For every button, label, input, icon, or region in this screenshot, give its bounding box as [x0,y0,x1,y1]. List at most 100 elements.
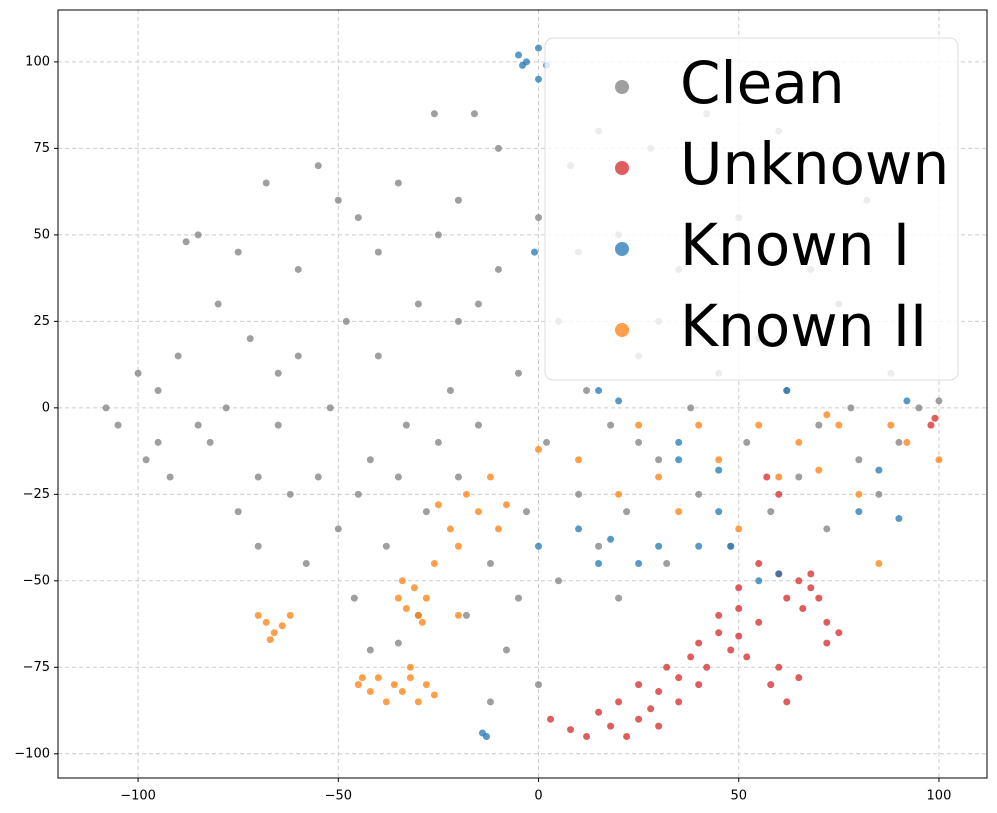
point [354,490,362,498]
point [454,473,462,481]
point [462,490,470,498]
point [775,490,783,498]
point [114,421,122,429]
point [795,577,803,585]
legend-label: Known II [680,292,927,360]
legend-label: Known I [680,211,910,279]
legend-marker [615,161,629,175]
point [314,473,322,481]
point [835,421,843,429]
point [543,438,551,446]
point [254,611,262,619]
point [354,681,362,689]
x-tick-label: 50 [730,789,747,804]
point [735,584,743,592]
point [903,397,911,405]
point [523,508,531,516]
point [206,438,214,446]
point [434,501,442,509]
point [935,456,943,464]
point [715,508,723,516]
point [422,508,430,516]
point [655,542,663,550]
point [394,594,402,602]
point [286,490,294,498]
point [366,456,374,464]
point [807,570,815,578]
point [615,698,623,706]
point [422,681,430,689]
point [783,594,791,602]
point [875,490,883,498]
point [390,681,398,689]
y-tick-label: 25 [33,314,50,329]
point [174,352,182,360]
point [278,622,286,630]
point [398,688,406,696]
point [254,473,262,481]
point [254,542,262,550]
y-tick-label: 75 [33,141,50,156]
point [655,473,663,481]
point [454,542,462,550]
point [823,525,831,533]
point [743,653,751,661]
legend-marker [615,80,629,94]
point [334,525,342,533]
point [915,404,923,412]
point [294,352,302,360]
point [931,414,939,422]
point [595,542,603,550]
point [823,639,831,647]
point [635,715,643,723]
point [402,604,410,612]
point [795,473,803,481]
point [374,248,382,256]
point [234,248,242,256]
point [446,387,454,395]
point [302,560,310,568]
point [727,646,735,654]
point [783,698,791,706]
y-tick-label: 100 [25,54,50,69]
point [635,421,643,429]
point [607,722,615,730]
point [823,411,831,419]
point [775,663,783,671]
point [815,594,823,602]
point [795,438,803,446]
point [398,577,406,585]
point [743,438,751,446]
point [514,51,522,59]
point [895,438,903,446]
point [314,162,322,170]
point [623,508,631,516]
point [695,421,703,429]
point [607,421,615,429]
y-tick-label: −75 [23,660,50,675]
point [755,618,763,626]
x-tick-label: −50 [325,789,352,804]
point [675,456,683,464]
point [663,663,671,671]
point [350,594,358,602]
point [795,674,803,682]
point [807,584,815,592]
point [262,618,270,626]
point [286,611,294,619]
point [815,421,823,429]
point [535,44,543,52]
point [454,611,462,619]
x-tick-label: 100 [927,789,952,804]
point [735,604,743,612]
point [695,681,703,689]
point [595,387,603,395]
point [567,726,575,734]
legend-label: Clean [680,49,845,117]
point [462,611,470,619]
point [474,421,482,429]
point [615,490,623,498]
plot-frame [57,9,988,779]
legend-marker [615,323,629,337]
